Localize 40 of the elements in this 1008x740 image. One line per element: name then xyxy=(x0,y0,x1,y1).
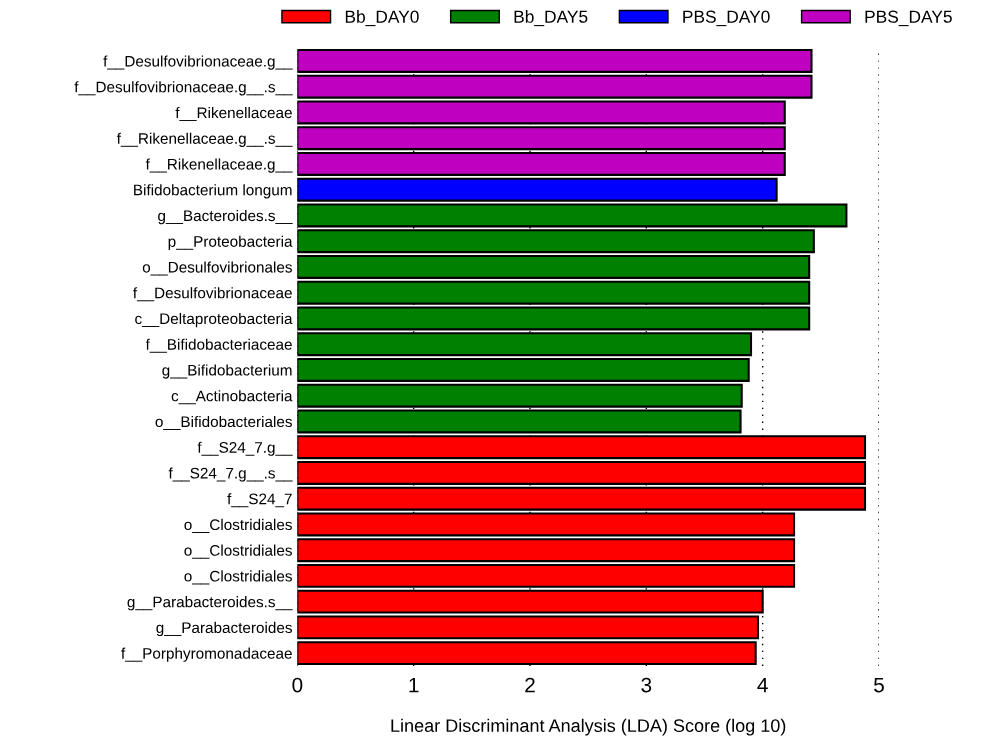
y-tick-label: f__S24_7.g__ xyxy=(197,441,293,456)
y-tick-label: o__Bifidobacteriales xyxy=(155,415,292,430)
y-tick-label: g__Parabacteroides xyxy=(156,621,292,637)
bar xyxy=(297,357,750,382)
y-tick-label: f__Rikenellaceae xyxy=(175,106,292,122)
y-tick-label: f__S24_7 xyxy=(227,493,292,508)
y-tick-label: f__Desulfovibrionaceae.g__.s__ xyxy=(74,81,293,96)
y-tick-label: o__Clostridiales xyxy=(184,544,292,559)
y-tick-label: Bifidobacterium longum xyxy=(134,184,292,199)
y-tick-label: o__Clostridiales xyxy=(184,570,292,585)
y-tick-label: f__Bifidobacteriaceae xyxy=(145,338,292,353)
bar xyxy=(297,460,867,485)
y-tick-label: g__Bacteroides.s__ xyxy=(158,209,293,225)
y-tick-label: o__Clostridiales xyxy=(184,518,292,533)
x-axis-title: Linear Discriminant Analysis (LDA) Score (log 10) xyxy=(391,718,786,736)
x-tick-label: 1 xyxy=(409,677,419,693)
bar xyxy=(297,538,796,563)
y-tick-label: f__Desulfovibrionaceae.g__ xyxy=(103,55,293,70)
y-tick-label: g__Bifidobacterium xyxy=(162,364,292,379)
bar xyxy=(297,435,867,460)
legend-label: Bb_DAY5 xyxy=(514,10,588,27)
bar xyxy=(297,254,811,279)
y-tick-label: f__Porphyromonadaceae xyxy=(121,647,292,662)
x-tick-label: 4 xyxy=(757,677,768,693)
x-tick-label: 3 xyxy=(641,677,652,693)
y-tick-label: c__Actinobacteria xyxy=(171,390,293,405)
y-tick-label: g__Parabacteroides.s__ xyxy=(127,596,293,611)
y-tick-label: p__Proteobacteria xyxy=(168,235,293,250)
legend-label: PBS_DAY0 xyxy=(683,10,770,27)
y-tick-label: f__Rikenellaceae.g__.s__ xyxy=(116,132,293,147)
x-tick-label: 2 xyxy=(525,677,535,693)
y-tick-label: f__Rikenellaceae.g__ xyxy=(145,158,293,173)
x-tick-label: 0 xyxy=(292,677,303,693)
y-tick-label: c__Deltaproteobacteria xyxy=(135,312,293,328)
y-tick-label: f__S24_7.g__.s__ xyxy=(168,467,293,482)
x-tick-label: 5 xyxy=(874,677,884,693)
legend-label: Bb_DAY0 xyxy=(345,10,419,27)
legend-label: PBS_DAY5 xyxy=(865,10,952,27)
y-tick-label: f__Desulfovibrionaceae xyxy=(133,287,292,302)
y-tick-label: o__Desulfovibrionales xyxy=(142,261,292,276)
